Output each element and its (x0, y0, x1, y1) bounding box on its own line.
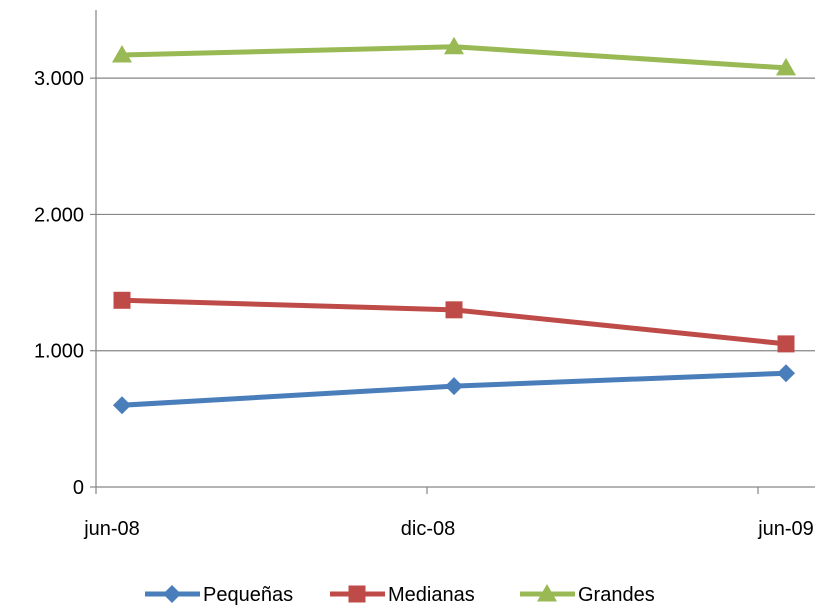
y-tick-label: 1.000 (34, 341, 84, 363)
y-axis-ticks: 0 1.000 2.000 3.000 (34, 68, 84, 499)
data-point (777, 364, 795, 383)
y-tick-label: 2.000 (34, 204, 84, 226)
x-tick-label: dic-08 (401, 518, 455, 540)
data-point (776, 57, 796, 76)
data-point (445, 377, 463, 396)
legend-item: Pequeñas (145, 584, 293, 606)
data-point (445, 301, 463, 319)
legend-item: Grandes (520, 584, 655, 606)
x-axis-ticks: jun-08 dic-08 jun-09 (83, 518, 814, 540)
x-tick-label: jun-08 (83, 518, 140, 540)
axes (90, 10, 815, 494)
series-pequeñas (113, 364, 795, 415)
y-tick-label: 0 (73, 477, 84, 499)
data-point (113, 291, 131, 309)
data-point (777, 335, 795, 353)
legend-marker (163, 585, 181, 603)
legend-label: Medianas (388, 584, 475, 606)
y-tick-label: 3.000 (34, 68, 84, 90)
data-point (444, 36, 464, 55)
legend-label: Pequeñas (203, 584, 293, 606)
legend-label: Grandes (578, 584, 655, 606)
legend: Pequeñas Medianas Grandes (145, 584, 655, 606)
legend-marker (537, 584, 557, 602)
legend-marker (348, 585, 366, 603)
data-point (113, 396, 131, 415)
data-point (112, 44, 132, 63)
series-lines (112, 36, 796, 415)
series-medianas (113, 291, 795, 353)
gridlines (96, 77, 815, 352)
legend-item: Medianas (330, 584, 475, 606)
x-tick-label: jun-09 (757, 518, 814, 540)
series-grandes (112, 36, 796, 76)
